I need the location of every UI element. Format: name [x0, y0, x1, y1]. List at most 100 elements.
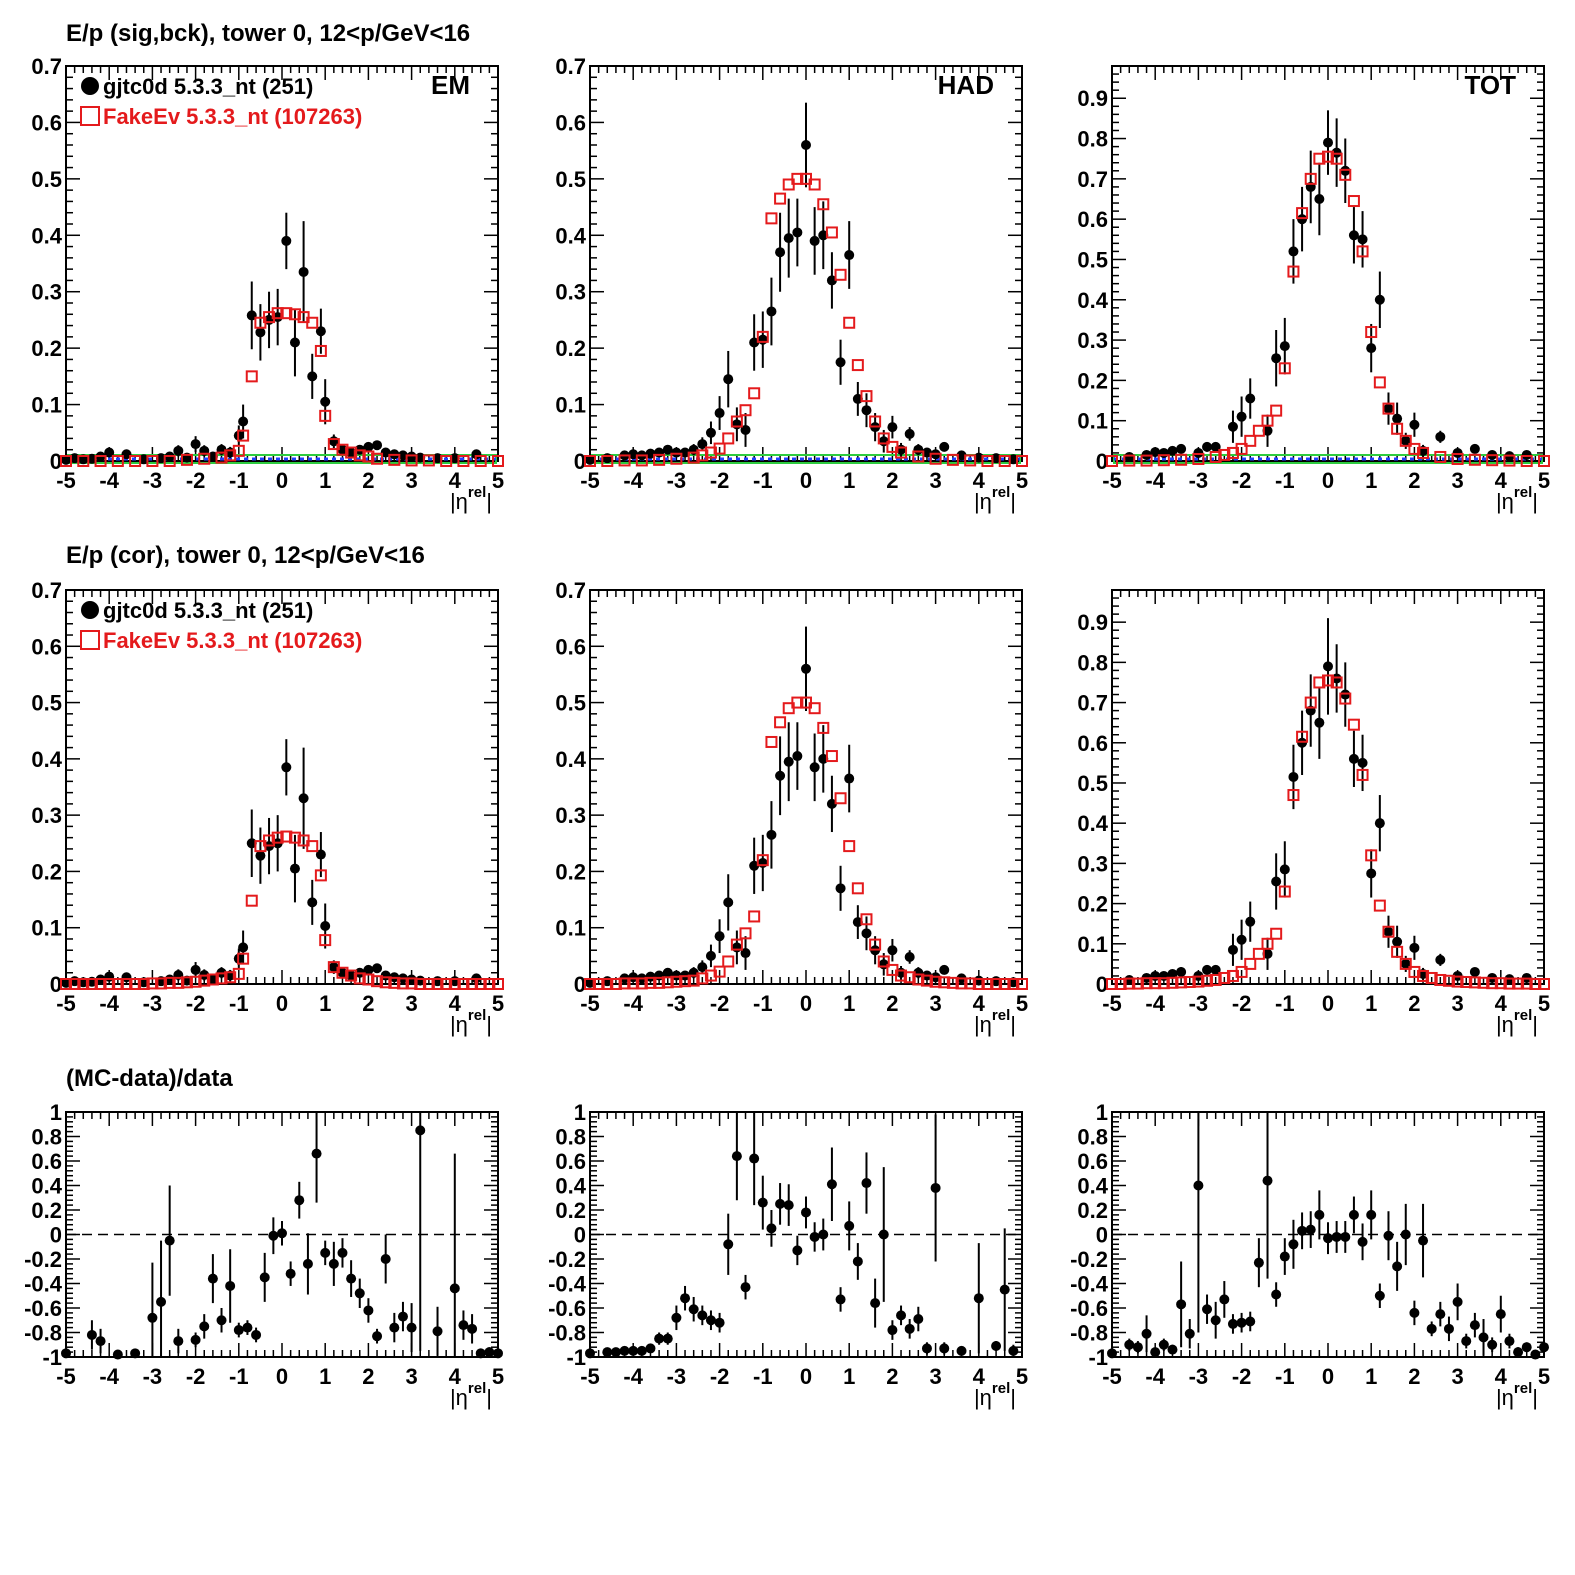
- mc-point: [137, 978, 150, 990]
- mc-point: [111, 978, 124, 990]
- mc-point: [68, 978, 81, 990]
- mc-point: [670, 452, 683, 465]
- data-point: [298, 793, 309, 804]
- data-point: [973, 452, 984, 463]
- mc-point: [946, 976, 959, 989]
- mc-point: [1520, 455, 1533, 467]
- x-axis-label: |ηrel|: [1496, 1380, 1538, 1410]
- data-point: [1539, 1342, 1549, 1353]
- data-point: [1521, 1342, 1532, 1353]
- mc-point: [601, 978, 614, 990]
- mc-point: [146, 977, 159, 990]
- data-point: [1478, 1332, 1489, 1343]
- y-tick-label: 0.3: [1077, 851, 1108, 876]
- mc-point: [206, 973, 219, 986]
- y-tick-label: 0.1: [31, 916, 62, 941]
- data-point: [662, 1333, 673, 1344]
- mc-series: [584, 172, 1028, 467]
- x-tick-label: 5: [1016, 1364, 1028, 1389]
- mc-point: [1166, 976, 1179, 989]
- mc-point: [808, 702, 821, 715]
- mc-point: [860, 390, 873, 403]
- data-point: [61, 977, 71, 988]
- data-point: [1435, 1309, 1446, 1320]
- mc-point: [1451, 975, 1464, 988]
- mc-point: [1399, 957, 1412, 970]
- mc-point: [653, 976, 666, 989]
- data-point: [801, 1207, 811, 1218]
- data-point: [705, 1315, 716, 1326]
- mc-point: [457, 978, 470, 990]
- mc-point: [1313, 152, 1326, 165]
- data-point: [680, 447, 691, 458]
- y-tick-label: -0.6: [548, 1296, 586, 1321]
- data-point: [766, 829, 777, 840]
- data-point: [1167, 445, 1178, 456]
- data-point: [705, 950, 716, 961]
- data-point: [714, 408, 725, 419]
- mc-point: [1209, 973, 1222, 986]
- y-tick-label: 0.1: [31, 393, 62, 418]
- mc-point: [1123, 977, 1136, 990]
- data-point: [645, 1343, 656, 1354]
- data-point: [255, 327, 266, 338]
- mc-point: [371, 452, 384, 465]
- x-tick-label: 4: [1495, 991, 1508, 1016]
- x-tick-label: 0: [1322, 468, 1334, 493]
- data-point: [585, 454, 595, 465]
- data-point: [723, 374, 734, 385]
- mc-point: [155, 977, 168, 990]
- y-tick-label: -0.4: [24, 1272, 63, 1297]
- mc-point: [245, 370, 258, 383]
- x-tick-label: 0: [800, 991, 812, 1016]
- legend-marker-data: [81, 77, 99, 95]
- data-point: [380, 1254, 391, 1264]
- data-point: [818, 230, 829, 241]
- x-tick-label: -4: [99, 991, 119, 1016]
- data-point: [190, 1334, 201, 1345]
- data-point: [826, 798, 837, 809]
- x-tick-label: 3: [405, 468, 417, 493]
- mc-point: [618, 977, 631, 990]
- data-point: [688, 1304, 699, 1315]
- data-point: [1435, 431, 1446, 442]
- data-point: [346, 970, 357, 981]
- y-tick-label: 0.1: [1077, 932, 1108, 957]
- x-tick-label: 0: [276, 991, 288, 1016]
- data-point: [1176, 1299, 1187, 1310]
- mc-point: [371, 975, 384, 988]
- x-tick-label: -2: [186, 468, 206, 493]
- mc-point: [1538, 978, 1550, 990]
- data-point: [1340, 1231, 1351, 1242]
- mc-point: [1106, 978, 1118, 990]
- mc-point: [1520, 977, 1533, 990]
- x-tick-label: 4: [1495, 468, 1508, 493]
- data-point: [1245, 1316, 1256, 1327]
- mc-point: [189, 975, 202, 988]
- x-axis-label: |ηrel|: [1496, 1007, 1538, 1037]
- mc-point: [1417, 446, 1430, 459]
- x-tick-label: -5: [56, 468, 76, 493]
- data-point: [723, 1239, 734, 1250]
- mc-point: [696, 449, 709, 462]
- mc-point: [263, 834, 276, 847]
- data-point: [1141, 1328, 1152, 1339]
- data-point: [112, 1349, 123, 1360]
- y-tick-label: -0.4: [548, 1272, 587, 1297]
- mc-point: [306, 840, 319, 853]
- x-tick-label: -1: [753, 468, 773, 493]
- data-point: [493, 1348, 503, 1359]
- data-point: [246, 838, 257, 849]
- mc-point: [722, 955, 735, 968]
- x-tick-label: -1: [1275, 991, 1295, 1016]
- data-point: [1469, 443, 1480, 454]
- x-tick-label: 5: [1538, 991, 1550, 1016]
- mc-point: [722, 432, 735, 445]
- y-tick-label: 0.3: [555, 803, 586, 828]
- y-tick-label: 0: [1096, 1223, 1108, 1248]
- mc-point: [1382, 925, 1395, 938]
- x-tick-label: 5: [1016, 991, 1028, 1016]
- x-tick-label: -3: [667, 468, 687, 493]
- data-point: [766, 1223, 777, 1234]
